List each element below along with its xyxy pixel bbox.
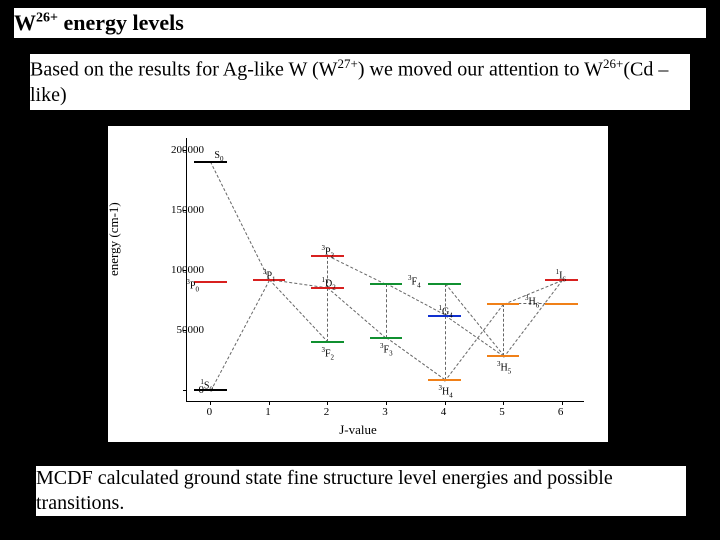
y-tick-label: 0 — [199, 384, 205, 396]
transition-line — [210, 280, 269, 391]
energy-level — [487, 303, 520, 305]
term-label: 1G4 — [439, 304, 453, 319]
figure-caption: MCDF calculated ground state fine struct… — [36, 466, 686, 516]
term-label: 3H5 — [497, 360, 511, 375]
intro-t2: ) we moved our attention to W — [358, 59, 603, 81]
intro-sup1: 27+ — [338, 56, 358, 71]
term-label: 3P2 — [321, 244, 334, 259]
term-label: 3H4 — [439, 384, 453, 399]
x-tick — [445, 401, 446, 405]
energy-level — [311, 341, 344, 343]
transition-line — [327, 288, 328, 342]
y-tick — [183, 390, 187, 391]
x-tick-label: 2 — [324, 406, 330, 418]
x-tick — [210, 401, 211, 405]
energy-level-chart: energy (cm-1) J-value 1S03P0S03P13F21D23… — [108, 126, 608, 442]
term-label: 3P1 — [263, 268, 276, 283]
term-label: 3P0 — [186, 278, 199, 293]
transition-line — [445, 316, 446, 381]
x-tick-label: 3 — [382, 406, 388, 418]
x-tick — [269, 401, 270, 405]
x-tick-label: 4 — [441, 406, 447, 418]
x-tick-label: 1 — [265, 406, 271, 418]
energy-level — [428, 283, 461, 285]
title-post: energy levels — [58, 10, 184, 35]
y-tick-label: 200000 — [171, 144, 204, 156]
y-axis-label: energy (cm-1) — [106, 202, 122, 276]
x-tick — [327, 401, 328, 405]
plot-area: 1S03P0S03P13F21D23P23F33F43H41G43H53H61I… — [186, 138, 584, 402]
transition-line — [445, 315, 504, 357]
transition-line — [327, 287, 386, 338]
term-label: S0 — [214, 150, 223, 163]
x-tick — [562, 401, 563, 405]
transition-line — [327, 255, 386, 285]
y-tick-label: 100000 — [171, 264, 204, 276]
term-label: 3H6 — [525, 294, 539, 309]
transition-line — [503, 304, 504, 357]
transition-line — [210, 162, 269, 280]
energy-level — [428, 379, 461, 381]
intro-sup2: 26+ — [603, 56, 623, 71]
title-sup: 26+ — [36, 11, 58, 26]
term-label: 3F3 — [380, 342, 393, 357]
energy-level — [370, 337, 403, 339]
y-tick-label: 150000 — [171, 204, 204, 216]
energy-level — [487, 355, 520, 357]
term-label: 3F2 — [321, 346, 334, 361]
term-label: 3F4 — [408, 274, 421, 289]
page-title: W26+ energy levels — [14, 8, 706, 38]
term-label: 1D2 — [321, 276, 335, 291]
transition-line — [386, 284, 387, 338]
x-tick — [503, 401, 504, 405]
x-tick-label: 0 — [207, 406, 213, 418]
intro-text: Based on the results for Ag-like W (W27+… — [30, 54, 690, 110]
y-tick-label: 50000 — [177, 324, 205, 336]
x-tick — [386, 401, 387, 405]
title-pre: W — [14, 10, 36, 35]
energy-level — [370, 283, 403, 285]
energy-level — [545, 303, 578, 305]
x-axis-label: J-value — [108, 422, 608, 438]
x-tick-label: 5 — [499, 406, 505, 418]
transition-line — [386, 338, 445, 381]
x-tick-label: 6 — [558, 406, 564, 418]
intro-t1: Based on the results for Ag-like W (W — [30, 59, 338, 81]
term-label: 1I6 — [556, 268, 566, 283]
